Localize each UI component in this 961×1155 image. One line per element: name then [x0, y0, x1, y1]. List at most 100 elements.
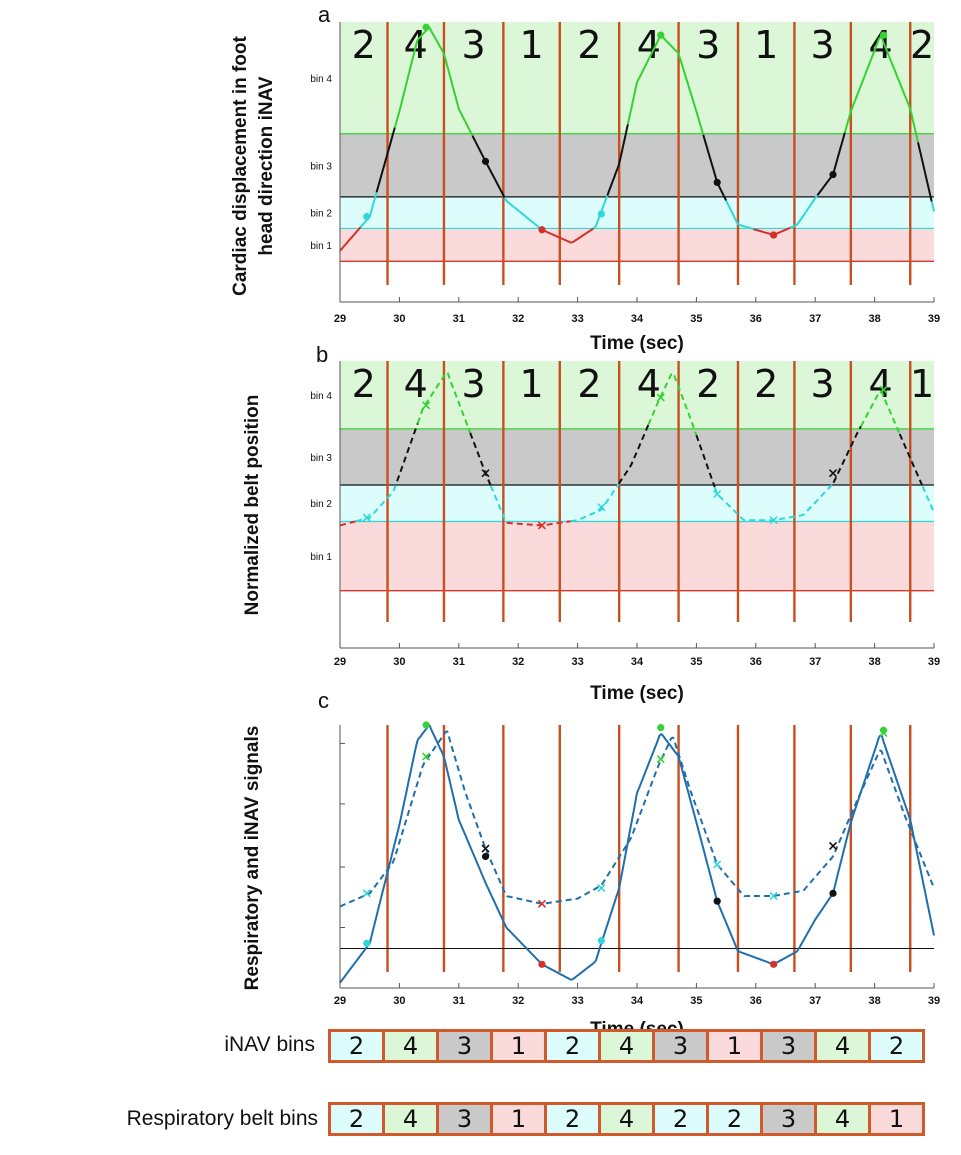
- bin-cell: 2: [868, 1029, 925, 1063]
- segment-bin-label: 3: [696, 23, 720, 67]
- segment-bin-label: 3: [811, 23, 835, 67]
- bin-cell: 4: [382, 1029, 439, 1063]
- sample-x-marker: [362, 513, 371, 522]
- bin-cell: 1: [490, 1102, 547, 1136]
- x-tick-label: 34: [631, 313, 644, 325]
- segment-bin-label: 2: [352, 23, 376, 67]
- bin-cell: 3: [652, 1029, 709, 1063]
- signal-curve-bin-4: [626, 35, 705, 136]
- bin-3-band: [340, 133, 934, 197]
- signal-curve-bin-3: [606, 124, 629, 196]
- segment-bin-label: 2: [577, 362, 601, 406]
- inav-sample-dot: [538, 960, 546, 968]
- signal-curve-bin-4: [647, 372, 698, 436]
- x-tick-label: 33: [571, 995, 583, 1007]
- sample-dot-marker: [363, 213, 371, 221]
- segment-bin-label: 2: [754, 362, 778, 406]
- signal-curve-bin-3: [832, 425, 862, 484]
- bin-1-band: [340, 228, 934, 262]
- segment-bin-label: 1: [910, 362, 934, 406]
- belt-sample-x: [537, 899, 547, 908]
- y-tick-label: bin 3: [310, 453, 332, 464]
- x-tick-label: 29: [334, 995, 346, 1007]
- x-tick-label: 33: [571, 656, 583, 668]
- belt-sample-x: [769, 891, 778, 901]
- inav-sample-dot: [597, 937, 605, 945]
- inav-sample-dot: [422, 721, 430, 729]
- y-tick-label: bin 3: [310, 161, 332, 172]
- x-tick-label: 35: [690, 656, 702, 668]
- signal-curve-bin-3: [375, 127, 396, 193]
- sample-x-marker: [597, 503, 606, 512]
- inav-sample-dot: [657, 724, 665, 732]
- bin-cell: 3: [760, 1102, 817, 1136]
- x-tick-label: 30: [393, 656, 405, 668]
- bin-cell: 1: [868, 1102, 925, 1136]
- x-tick-label: 30: [393, 313, 405, 325]
- x-tick-label: 32: [512, 313, 524, 325]
- signal-curve-bin-2: [355, 480, 399, 523]
- bin-cell: 2: [328, 1029, 385, 1063]
- bin-cell: 4: [598, 1029, 655, 1063]
- bin-cell: 2: [544, 1029, 601, 1063]
- iNAV-curve: [339, 723, 935, 984]
- belt-sample-x: [713, 860, 722, 869]
- x-tick-label: 32: [512, 656, 524, 668]
- signal-curve-bin-2: [503, 196, 542, 230]
- panel-letter: b: [316, 342, 328, 367]
- bin-cell: 4: [814, 1029, 871, 1063]
- bin-2-band: [340, 484, 934, 522]
- x-tick-label: 31: [453, 995, 465, 1007]
- signal-curve-bin-4: [416, 371, 472, 434]
- signal-curve-bin-4: [860, 390, 901, 435]
- y-tick-label: bin 1: [310, 241, 332, 252]
- x-tick-label: 29: [334, 656, 346, 668]
- belt-curve: [339, 730, 935, 908]
- sample-x-marker: [769, 516, 778, 525]
- signal-curve-bin-4: [393, 26, 474, 137]
- x-axis-title: Time (sec): [590, 333, 684, 354]
- inav-sample-dot: [770, 960, 778, 968]
- y-tick-label: bin 2: [310, 209, 332, 220]
- sample-x-marker: [537, 521, 547, 530]
- segment-bin-label: 3: [462, 362, 486, 406]
- sample-dot-marker: [879, 31, 888, 39]
- sample-dot-marker: [829, 170, 837, 179]
- signal-curve-bin-1: [506, 520, 572, 527]
- y-tick-label: bin 4: [310, 74, 332, 85]
- belt-sample-x: [879, 728, 888, 737]
- segment-bin-label: 3: [462, 23, 486, 67]
- bin-cell: 1: [706, 1029, 763, 1063]
- sample-x-marker: [422, 401, 431, 410]
- bin-cell: 2: [544, 1102, 601, 1136]
- segment-bin-label: 4: [637, 362, 661, 406]
- segment-bin-label: 2: [577, 23, 601, 67]
- segment-bin-label: 2: [910, 23, 934, 67]
- signal-curve-bin-1: [339, 520, 357, 527]
- signal-curve-bin-3: [617, 424, 650, 485]
- panel-letter: a: [318, 2, 331, 27]
- panel-letter: c: [318, 688, 329, 713]
- belt-sample-x: [362, 889, 371, 898]
- sample-dot-marker: [481, 157, 490, 165]
- segment-bin-label: 2: [696, 362, 720, 406]
- x-tick-label: 35: [690, 313, 702, 325]
- x-tick-label: 36: [750, 995, 762, 1007]
- sample-dot-marker: [597, 210, 605, 218]
- signal-curve-bin-2: [725, 200, 754, 231]
- x-tick-label: 31: [453, 313, 465, 325]
- bin-cell: 4: [382, 1102, 439, 1136]
- sample-dot-marker: [422, 23, 430, 31]
- x-tick-label: 29: [334, 313, 346, 325]
- sample-x-marker: [828, 469, 838, 478]
- inav-bins-label: iNAV bins: [224, 1033, 315, 1056]
- bin-3-band: [340, 428, 934, 485]
- sample-dot-marker: [713, 178, 721, 187]
- bin-4-band: [340, 361, 934, 429]
- y-tick-label: bin 1: [310, 552, 332, 563]
- x-tick-label: 37: [809, 656, 821, 668]
